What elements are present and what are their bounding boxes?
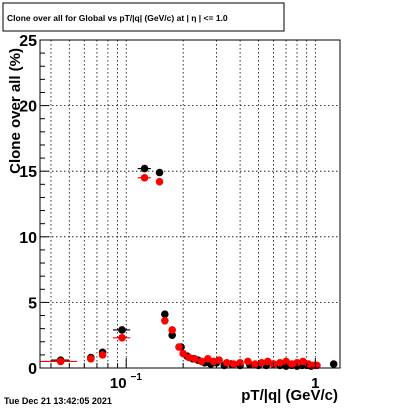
data-point <box>168 326 176 334</box>
timestamp-label: Tue Dec 21 13:42:05 2021 <box>4 396 112 406</box>
y-tick-label: 5 <box>28 295 37 312</box>
data-point <box>293 358 301 367</box>
data-point <box>118 326 126 334</box>
data-point <box>155 168 164 177</box>
data-point <box>161 310 169 319</box>
data-point <box>161 316 169 325</box>
data-point <box>276 358 284 367</box>
data-point <box>155 177 164 186</box>
data-series <box>40 164 338 370</box>
data-point <box>56 357 65 366</box>
data-point <box>257 358 266 367</box>
y-axis-title: Clone over all (%) <box>7 48 24 174</box>
data-point <box>204 355 212 363</box>
data-point <box>190 355 199 363</box>
data-point <box>251 360 259 368</box>
y-tick-label: 10 <box>19 230 37 247</box>
data-point <box>140 173 149 182</box>
y-tick-label: 20 <box>19 99 37 116</box>
data-point <box>244 357 252 366</box>
series-2 <box>40 173 321 370</box>
data-point <box>215 356 223 364</box>
grid-lines <box>40 40 340 368</box>
data-point <box>98 351 107 359</box>
y-tick-label: 25 <box>19 33 37 50</box>
axis-ticks <box>40 39 316 369</box>
data-point <box>118 334 126 342</box>
data-point <box>140 164 149 173</box>
x-tick-label: 1 <box>311 375 319 392</box>
data-point <box>329 360 338 368</box>
tick-labels: 0 5 10 15 20 25 10 −1 1 <box>19 33 319 392</box>
data-point <box>222 358 231 367</box>
data-point <box>263 357 272 366</box>
x-axis-title: pT/|q| (GeV/c) <box>241 387 338 404</box>
data-point <box>236 358 244 367</box>
data-point <box>282 357 290 366</box>
plot-area <box>40 40 340 368</box>
data-point <box>179 349 187 358</box>
y-tick-label: 0 <box>28 361 37 378</box>
data-point <box>87 355 95 363</box>
data-point <box>168 331 176 340</box>
plot-frame <box>39 39 341 369</box>
data-point <box>229 360 238 368</box>
y-tick-label: 15 <box>19 164 37 181</box>
chart-title: Clone over all for Global vs pT/|q| (GeV… <box>7 13 228 23</box>
x-tick-label-exponent: −1 <box>131 372 143 383</box>
x-tick-label: 10 <box>110 375 127 392</box>
chart-title-box: Clone over all for Global vs pT/|q| (GeV… <box>2 2 285 32</box>
data-point <box>175 343 183 351</box>
data-point <box>197 357 206 366</box>
